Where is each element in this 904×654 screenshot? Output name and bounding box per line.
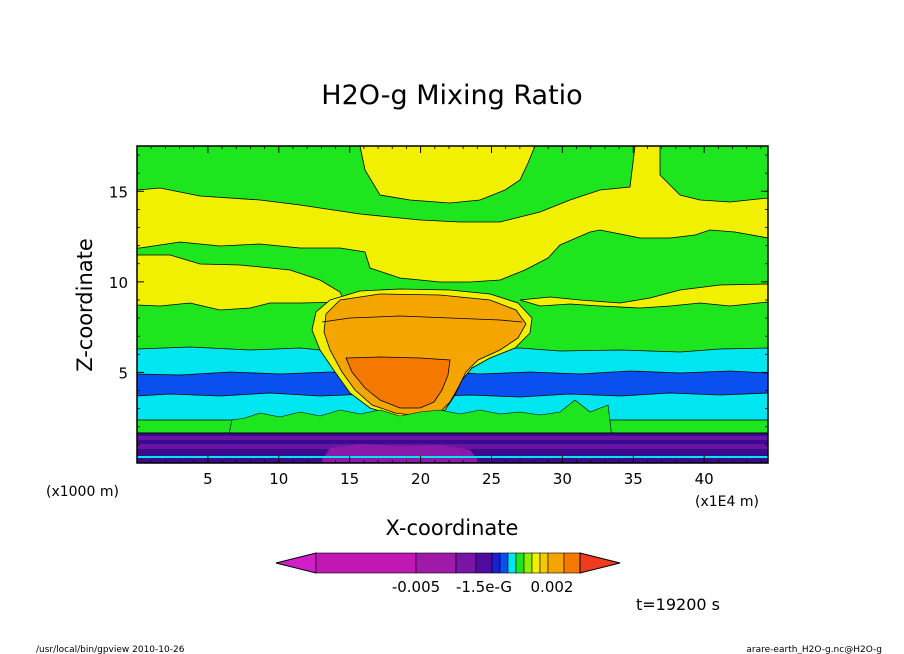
colorbar-swatch: [507, 552, 517, 574]
colorbar-swatch: [539, 552, 549, 574]
colorbar-swatch: [491, 552, 501, 574]
y-tick-label: 15: [109, 183, 128, 201]
colorbar-swatch: [415, 552, 457, 574]
colorbar-label: -1.5e-G: [456, 578, 512, 596]
y-unit-label: (x1000 m): [46, 484, 119, 500]
contour-field: [137, 146, 768, 463]
lower-turbulent-layer: [227, 399, 613, 439]
x-tick-label: 40: [695, 470, 714, 488]
time-label: t=19200 s: [636, 595, 720, 614]
x-tick-label: 25: [482, 470, 501, 488]
colorbar-swatch: [475, 552, 493, 574]
colorbar-swatch: [531, 552, 541, 574]
colorbar-swatch: [315, 552, 417, 574]
colorbar-swatch: [275, 552, 317, 574]
footer-left: /usr/local/bin/gpview 2010-10-26: [36, 645, 185, 654]
footer-right: arare-earth_H2O-g.nc@H2O-g: [746, 645, 882, 654]
colorbar-labels: -0.005 -1.5e-G 0.002: [392, 578, 574, 596]
x-tick-label: 20: [411, 470, 430, 488]
x-tick-label: 15: [340, 470, 359, 488]
y-tick-label: 5: [118, 364, 128, 382]
colorbar-swatch: [499, 552, 509, 574]
x-tick-label: 5: [203, 470, 213, 488]
colorbar-label: -0.005: [392, 578, 440, 596]
surface-purple-patch: [320, 444, 480, 463]
x-tick-label: 10: [269, 470, 288, 488]
x-tick-label: 35: [624, 470, 643, 488]
plot-frame: [136, 145, 769, 464]
colorbar-swatch: [579, 552, 621, 574]
chart-title: H2O-g Mixing Ratio: [321, 80, 582, 111]
y-axis: 5 10 15: [109, 154, 768, 446]
x-unit-label: (x1E4 m): [695, 494, 759, 510]
upper-yellow-region: [137, 254, 346, 311]
upper-yellow-region: [359, 146, 536, 204]
upper-yellow-region: [137, 146, 768, 283]
colorbar: [275, 552, 621, 574]
anvil-core: [345, 356, 451, 409]
colorbar-label: 0.002: [531, 578, 574, 596]
upper-yellow-region: [519, 283, 768, 309]
colorbar-swatch: [515, 552, 525, 574]
colorbar-swatch: [523, 552, 533, 574]
y-axis-title: Z-coordinate: [73, 238, 97, 372]
y-tick-label: 10: [109, 274, 128, 292]
x-tick-label: 30: [553, 470, 572, 488]
colorbar-swatch: [547, 552, 565, 574]
anvil-contour: [321, 315, 523, 323]
x-axis-title: X-coordinate: [386, 516, 519, 540]
low-layer: [137, 444, 768, 449]
colorbar-swatch: [563, 552, 581, 574]
x-axis: 5 10 15 20 25 30 35 40: [150, 146, 762, 488]
low-layer: [137, 436, 768, 440]
colorbar-swatch: [455, 552, 477, 574]
